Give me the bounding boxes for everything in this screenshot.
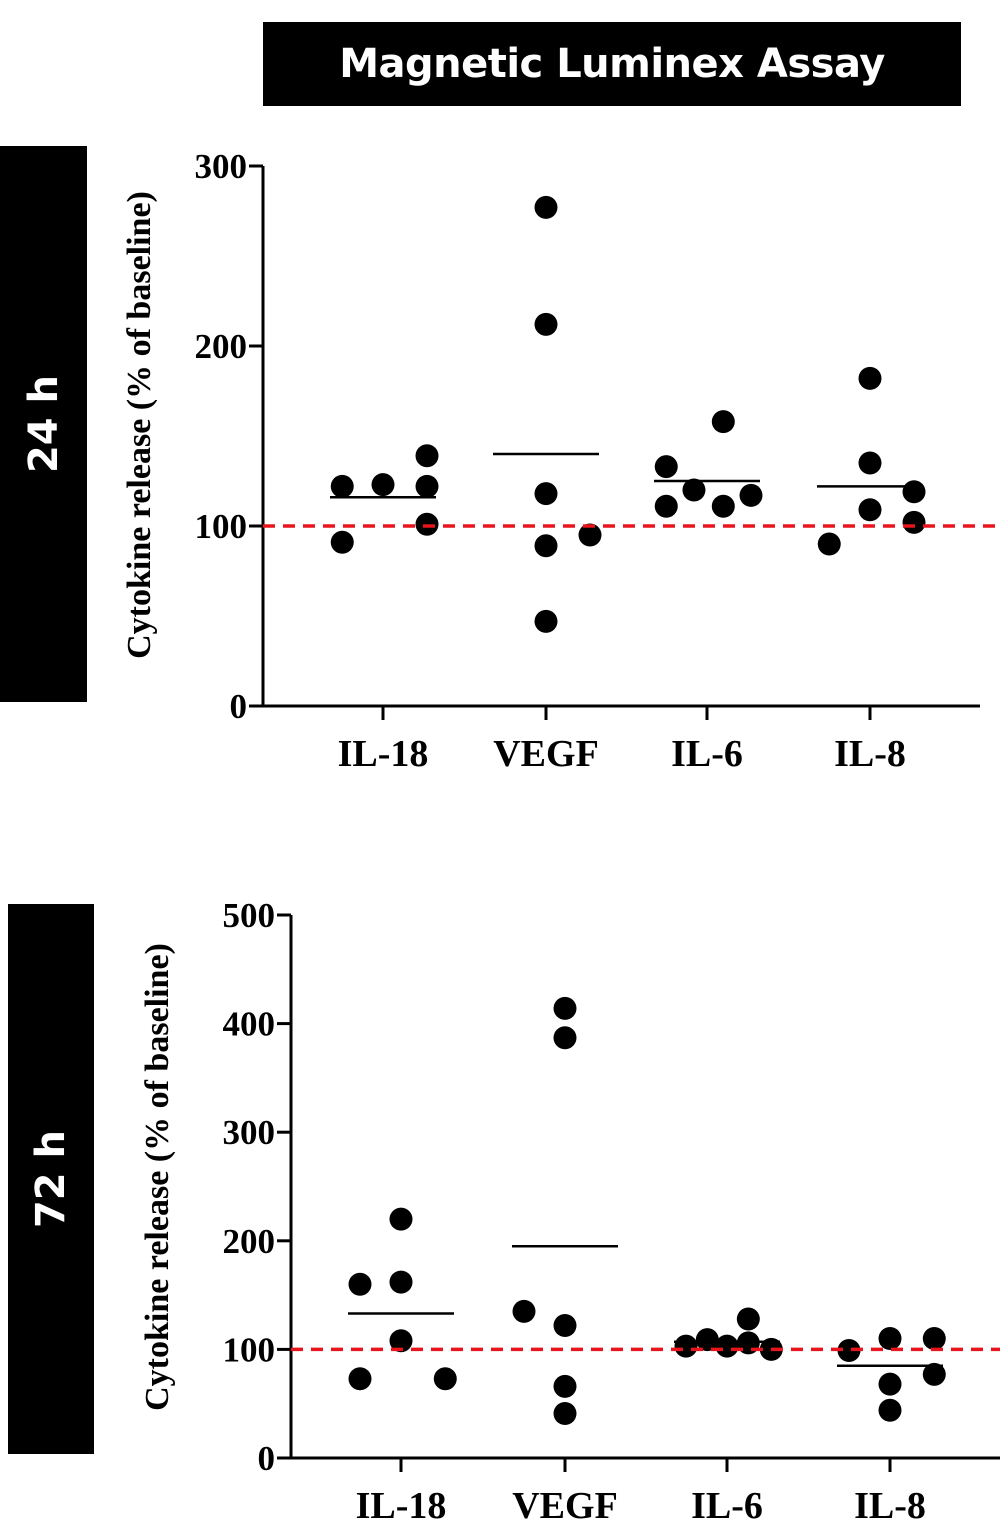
x-category-label: IL-8 bbox=[854, 1485, 926, 1527]
data-point bbox=[512, 1299, 536, 1323]
data-point bbox=[711, 494, 735, 518]
data-point bbox=[654, 455, 678, 479]
data-point bbox=[348, 1367, 372, 1391]
data-point bbox=[715, 1334, 739, 1358]
data-point bbox=[330, 474, 354, 498]
data-point bbox=[553, 1314, 577, 1338]
x-category-label: IL-18 bbox=[356, 1485, 447, 1527]
y-tick-label: 100 bbox=[223, 1330, 276, 1369]
data-point bbox=[553, 1026, 577, 1050]
assay-title-banner: Magnetic Luminex Assay bbox=[263, 22, 961, 106]
scatter-plot-72h: 0 100 200 300 400 500 IL-18 VEGF IL-6 IL-8 Cytokin… bbox=[139, 896, 1000, 1527]
y-axis-title: Cytokine release (% of baseline) bbox=[121, 191, 158, 659]
data-point bbox=[534, 312, 558, 336]
assay-title: Magnetic Luminex Assay bbox=[339, 41, 885, 87]
data-point bbox=[858, 451, 882, 475]
x-category-label: VEGF bbox=[493, 733, 599, 775]
data-point bbox=[654, 494, 678, 518]
data-point bbox=[858, 498, 882, 522]
data-point bbox=[902, 480, 926, 504]
data-point bbox=[578, 523, 602, 547]
x-category-label: IL-6 bbox=[671, 733, 743, 775]
data-point bbox=[858, 366, 882, 390]
data-point bbox=[371, 473, 395, 497]
y-tick-label: 100 bbox=[195, 507, 248, 546]
data-point bbox=[534, 195, 558, 219]
data-point bbox=[902, 510, 926, 534]
y-tick-label: 0 bbox=[230, 687, 248, 726]
y-tick-label: 500 bbox=[223, 896, 276, 935]
x-category-label: IL-18 bbox=[338, 733, 429, 775]
data-point bbox=[389, 1270, 413, 1294]
data-point bbox=[817, 532, 841, 556]
y-tick-label: 200 bbox=[195, 327, 248, 366]
data-point bbox=[878, 1327, 902, 1351]
data-point bbox=[837, 1338, 861, 1362]
scatter-plot-24h: 0 100 200 300 IL-18 VEGF IL-6 IL-8 Cytokine rele… bbox=[121, 147, 1000, 775]
data-point bbox=[534, 482, 558, 506]
data-point bbox=[922, 1362, 946, 1386]
data-point bbox=[415, 444, 439, 468]
x-category-label: IL-8 bbox=[834, 733, 906, 775]
x-category-label: IL-6 bbox=[691, 1485, 763, 1527]
x-category-label: VEGF bbox=[512, 1485, 618, 1527]
data-point bbox=[553, 1374, 577, 1398]
data-point bbox=[330, 530, 354, 554]
data-point bbox=[534, 534, 558, 558]
data-point bbox=[878, 1398, 902, 1422]
y-tick-label: 0 bbox=[258, 1439, 276, 1478]
y-tick-label: 200 bbox=[223, 1222, 276, 1261]
y-tick-label: 400 bbox=[223, 1005, 276, 1044]
data-point bbox=[674, 1334, 698, 1358]
data-point bbox=[534, 609, 558, 633]
data-point bbox=[682, 478, 706, 502]
data-point bbox=[348, 1272, 372, 1296]
data-point bbox=[415, 474, 439, 498]
data-point bbox=[711, 410, 735, 434]
data-point bbox=[389, 1207, 413, 1231]
timepoint-label-24h: 24 h bbox=[0, 146, 87, 702]
data-point bbox=[415, 512, 439, 536]
data-point bbox=[878, 1372, 902, 1396]
data-point bbox=[695, 1328, 719, 1352]
data-point bbox=[433, 1367, 457, 1391]
y-tick-label: 300 bbox=[223, 1113, 276, 1152]
y-axis-title: Cytokine release (% of baseline) bbox=[139, 943, 176, 1411]
timepoint-label-72h: 72 h bbox=[8, 904, 94, 1454]
data-point bbox=[739, 483, 763, 507]
y-tick-label: 300 bbox=[195, 147, 248, 186]
data-point bbox=[922, 1327, 946, 1351]
data-point bbox=[553, 996, 577, 1020]
data-point bbox=[389, 1329, 413, 1353]
data-point bbox=[736, 1307, 760, 1331]
data-point bbox=[553, 1401, 577, 1425]
